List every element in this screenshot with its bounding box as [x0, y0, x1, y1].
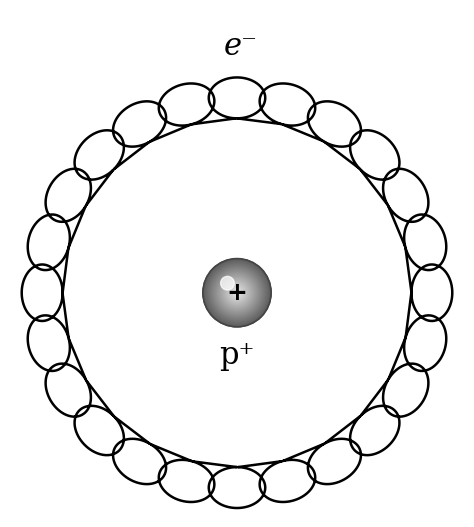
Circle shape: [207, 262, 267, 323]
Circle shape: [219, 275, 255, 310]
Circle shape: [208, 263, 266, 323]
Circle shape: [235, 291, 239, 295]
Circle shape: [231, 287, 243, 299]
Circle shape: [217, 273, 257, 313]
Circle shape: [223, 279, 251, 306]
Circle shape: [222, 278, 252, 307]
Circle shape: [230, 286, 244, 299]
Circle shape: [208, 264, 266, 321]
Circle shape: [227, 282, 247, 303]
Circle shape: [229, 285, 245, 301]
Text: +: +: [227, 281, 247, 305]
Circle shape: [213, 269, 261, 317]
Circle shape: [235, 290, 239, 295]
Circle shape: [231, 287, 243, 298]
Circle shape: [211, 267, 263, 318]
Circle shape: [203, 259, 271, 327]
Circle shape: [220, 276, 234, 290]
Circle shape: [212, 268, 262, 318]
Circle shape: [232, 288, 242, 298]
Circle shape: [220, 276, 254, 310]
Circle shape: [215, 270, 259, 315]
Circle shape: [209, 265, 265, 321]
Circle shape: [203, 259, 271, 326]
Circle shape: [219, 275, 255, 311]
Circle shape: [224, 280, 250, 306]
Circle shape: [210, 266, 264, 319]
Circle shape: [205, 261, 269, 325]
Circle shape: [234, 290, 240, 296]
Circle shape: [215, 271, 259, 314]
Circle shape: [211, 267, 263, 319]
Circle shape: [218, 274, 256, 312]
Text: p⁺: p⁺: [219, 340, 255, 372]
Circle shape: [216, 272, 258, 314]
Circle shape: [222, 277, 252, 308]
Text: e⁻: e⁻: [224, 31, 258, 62]
Circle shape: [234, 289, 240, 296]
Circle shape: [206, 262, 268, 324]
Circle shape: [233, 289, 241, 297]
Circle shape: [228, 284, 246, 301]
Circle shape: [210, 266, 264, 320]
Circle shape: [214, 269, 260, 316]
Circle shape: [209, 265, 265, 320]
Circle shape: [217, 272, 257, 313]
Circle shape: [214, 270, 260, 316]
Circle shape: [226, 282, 248, 304]
Circle shape: [225, 280, 249, 305]
Circle shape: [205, 260, 269, 325]
Circle shape: [223, 278, 251, 307]
Circle shape: [225, 281, 249, 305]
Circle shape: [226, 281, 248, 304]
Circle shape: [236, 291, 238, 294]
Circle shape: [229, 285, 245, 300]
Circle shape: [212, 268, 262, 317]
Circle shape: [232, 288, 242, 297]
Circle shape: [220, 276, 254, 309]
Circle shape: [228, 283, 246, 302]
Circle shape: [204, 260, 270, 326]
Circle shape: [228, 284, 246, 302]
Circle shape: [218, 274, 256, 311]
Circle shape: [206, 261, 268, 324]
Circle shape: [221, 277, 253, 309]
